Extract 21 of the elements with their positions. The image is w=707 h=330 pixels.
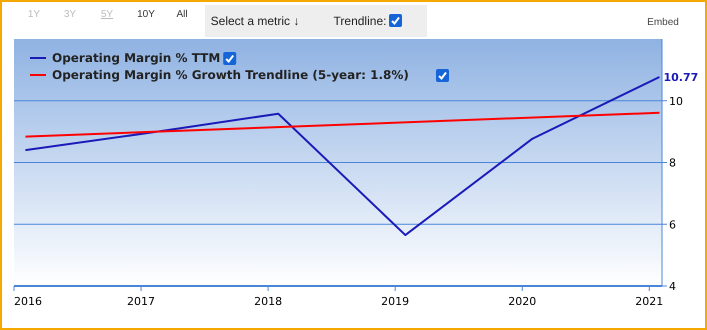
text: Embed [647, 17, 679, 28]
x-tick-label: 2021 [635, 295, 664, 308]
text: 10Y [137, 9, 156, 20]
text: Select a metric ↓ [210, 14, 300, 28]
y-tick-label: 6 [669, 218, 676, 232]
text: 1Y [28, 9, 40, 20]
text: Trendline: [334, 14, 386, 28]
legend-label: Operating Margin % TTM [52, 51, 220, 65]
text: 3Y [64, 9, 76, 20]
x-tick-label: 2019 [381, 295, 410, 308]
x-tick-label: 2017 [127, 295, 156, 308]
y-tick-label: 8 [669, 156, 676, 170]
data-label: 10.77 [663, 70, 698, 84]
x-tick-label: 2018 [254, 295, 282, 308]
text: All [176, 9, 188, 20]
text: 5Y [100, 9, 114, 20]
x-tick-label: 2020 [508, 295, 536, 308]
y-tick-label: 10 [669, 94, 683, 108]
legend-label: Operating Margin % Growth Trendline (5-year: 1.8%) [52, 68, 409, 82]
x-tick-label: 2016 [14, 295, 42, 308]
y-tick-label: 4 [669, 280, 676, 293]
